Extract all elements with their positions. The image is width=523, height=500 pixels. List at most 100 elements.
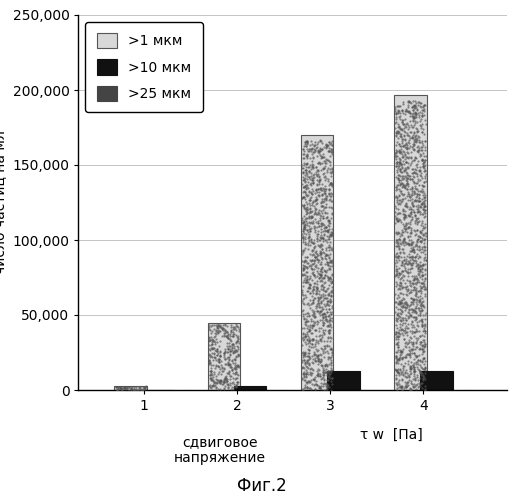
Point [121,384,130,392]
Point [403,153,411,161]
Point [139,383,147,391]
Point [411,278,419,286]
Point [415,166,424,173]
Point [309,308,317,316]
Point [412,288,420,296]
Point [206,326,214,334]
Point [228,366,236,374]
Point [235,352,243,360]
Point [396,274,405,282]
Point [409,346,417,354]
Point [322,195,331,203]
Point [411,328,419,336]
Point [395,274,404,282]
Point [410,366,418,374]
Point [421,340,429,347]
Point [215,378,223,386]
Point [226,350,234,358]
Point [321,254,329,262]
Point [305,222,313,230]
Point [227,385,235,393]
Point [415,194,423,202]
Point [414,267,423,275]
Point [304,325,313,333]
Point [319,166,327,173]
Point [410,380,418,388]
Point [313,353,322,361]
Point [319,328,327,336]
Point [301,176,309,184]
Point [322,246,331,254]
Point [403,300,411,308]
Point [404,172,413,179]
Point [215,356,223,364]
Point [407,261,416,269]
Point [229,374,237,382]
Point [328,302,337,310]
Point [306,370,314,378]
Point [398,383,406,391]
Point [406,367,414,375]
Point [113,383,121,391]
Point [420,166,429,174]
Point [313,382,322,390]
Point [407,305,415,313]
Point [323,340,331,348]
Point [308,199,316,207]
Point [311,358,319,366]
Point [392,238,400,246]
Point [317,220,326,228]
Point [301,348,310,356]
Point [392,254,400,262]
Point [298,334,306,342]
Point [327,304,336,312]
Point [396,351,404,359]
Point [115,385,123,393]
Point [401,378,409,386]
Point [206,382,214,390]
Point [298,180,306,188]
Point [320,283,328,291]
Point [396,114,405,122]
Point [317,190,326,198]
Point [312,196,321,204]
Point [405,343,414,351]
Point [322,383,331,391]
Point [418,210,427,218]
Point [403,179,411,187]
Point [308,150,316,158]
Point [416,356,424,364]
Point [208,376,217,384]
Point [314,299,323,307]
Point [410,145,418,153]
Point [122,383,131,391]
Point [311,223,320,231]
Point [224,359,232,367]
Point [220,350,228,358]
Point [215,358,223,366]
Point [298,246,306,254]
Point [227,321,235,329]
Point [408,185,416,193]
Point [395,114,403,122]
Point [308,340,316,348]
Point [413,160,422,168]
Point [402,316,410,324]
Point [317,152,325,160]
Point [299,292,307,300]
Point [302,369,310,377]
Point [312,166,321,174]
Point [421,250,429,258]
Point [401,224,409,232]
Point [309,148,317,156]
Point [214,321,222,329]
Point [393,134,402,142]
Point [326,360,335,368]
Point [414,157,422,165]
Point [328,180,336,188]
Point [394,256,403,264]
Point [208,352,217,360]
Point [299,218,308,226]
Point [415,306,423,314]
Point [399,100,407,108]
